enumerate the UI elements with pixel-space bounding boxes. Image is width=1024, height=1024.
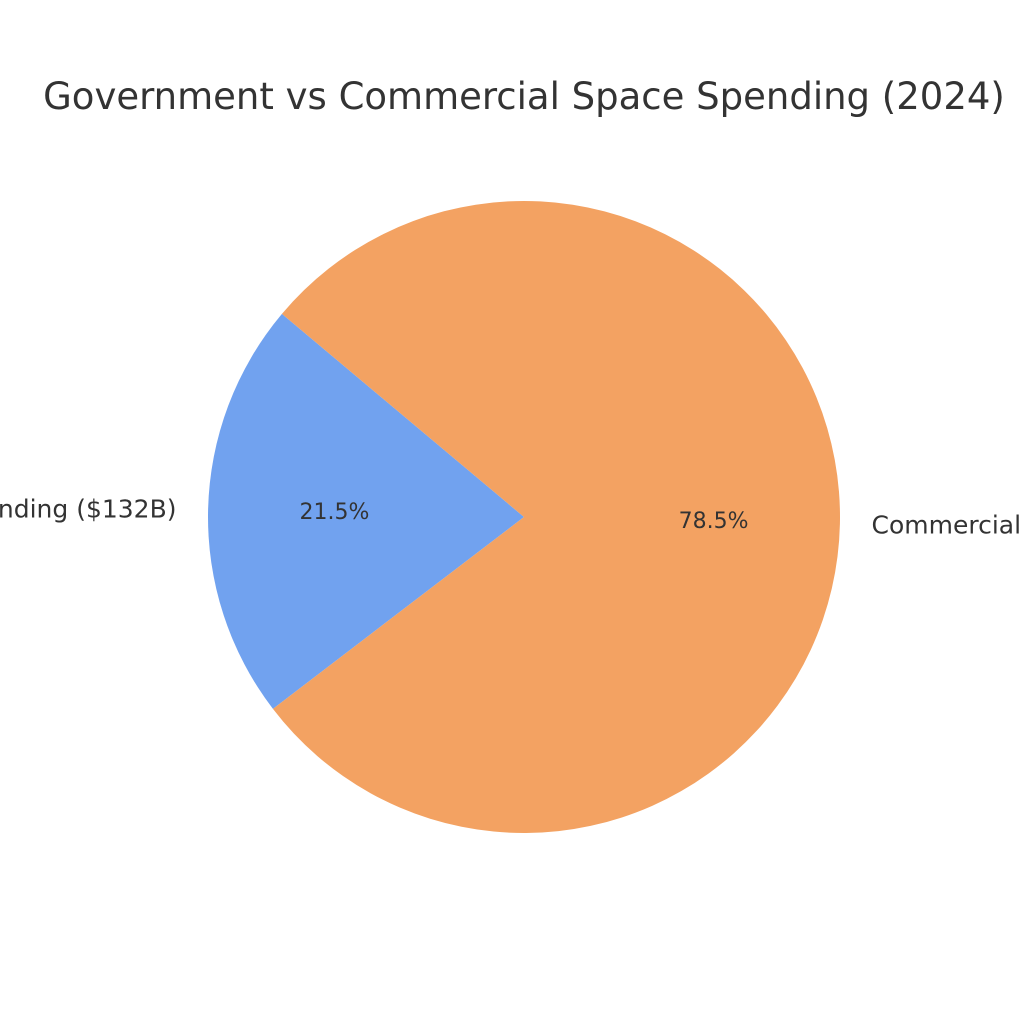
chart-title: Government vs Commercial Space Spending … xyxy=(43,75,1005,118)
slice-label-1: Commercial Spending ($482B) xyxy=(872,510,1024,539)
pie-labels: Government Spending ($132B) 21.5% Commerci… xyxy=(0,495,1024,540)
pie-slices xyxy=(207,201,841,834)
slice-label-0: Government Spending ($132B) xyxy=(0,495,176,524)
pie-slice-0 xyxy=(207,313,524,709)
slice-percent-1: 78.5% xyxy=(679,509,749,534)
pie-slice-1 xyxy=(272,201,841,834)
slice-percent-0: 21.5% xyxy=(300,500,370,525)
